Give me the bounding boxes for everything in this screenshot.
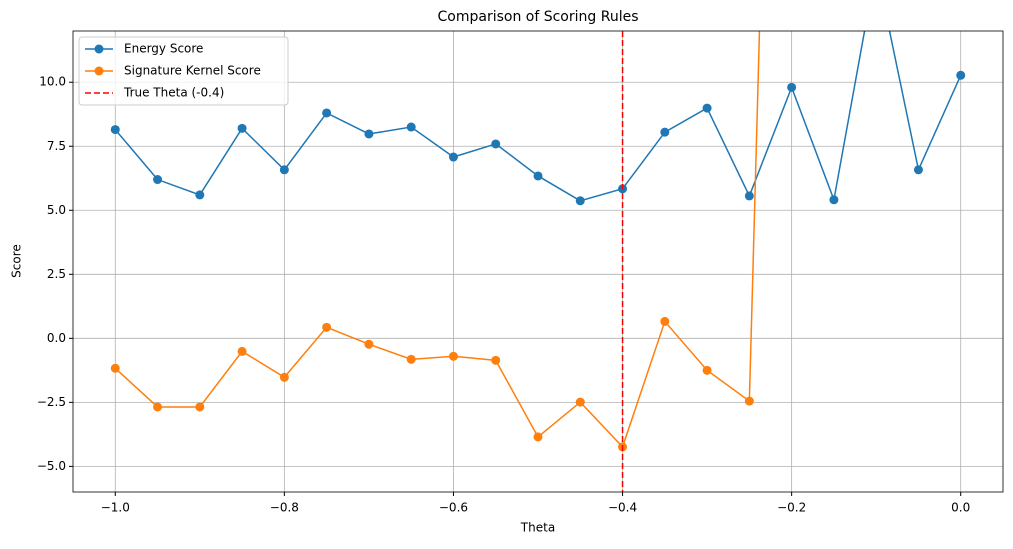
marker — [406, 354, 416, 364]
marker — [575, 196, 585, 206]
legend-marker — [94, 44, 104, 54]
marker — [533, 171, 543, 181]
x-tick-label: 0.0 — [951, 501, 970, 515]
chart-title: Comparison of Scoring Rules — [438, 9, 639, 25]
marker — [533, 432, 543, 442]
grid — [73, 31, 1003, 492]
marker — [913, 165, 923, 175]
marker — [322, 322, 332, 332]
marker — [110, 125, 120, 135]
marker — [702, 103, 712, 113]
legend-label: True Theta (-0.4) — [123, 86, 224, 100]
marker — [322, 108, 332, 118]
y-tick-label: 7.5 — [47, 139, 66, 153]
y-tick-label: 2.5 — [47, 267, 66, 281]
marker — [406, 122, 416, 132]
marker — [153, 402, 163, 412]
marker — [491, 139, 501, 149]
y-axis-label: Score — [10, 244, 24, 278]
marker — [660, 127, 670, 137]
marker — [575, 397, 585, 407]
marker — [787, 82, 797, 92]
marker — [448, 152, 458, 162]
legend: Energy Score Signature Kernel Score True T… — [78, 36, 289, 106]
legend-box — [78, 36, 289, 106]
x-tick-label: −0.2 — [777, 501, 806, 515]
marker — [744, 191, 754, 201]
y-tick-label: 0.0 — [47, 331, 66, 345]
marker — [364, 129, 374, 139]
x-tick-label: −1.0 — [101, 501, 130, 515]
y-tick-label: −5.0 — [37, 459, 66, 473]
marker — [702, 365, 712, 375]
legend-label: Signature Kernel Score — [124, 64, 261, 78]
marker — [237, 346, 247, 356]
marker — [153, 175, 163, 185]
marker — [110, 363, 120, 373]
marker — [491, 355, 501, 365]
legend-label: Energy Score — [124, 42, 203, 56]
x-axis-label: Theta — [520, 521, 555, 535]
marker — [279, 165, 289, 175]
y-tick-label: 5.0 — [47, 203, 66, 217]
legend-marker — [94, 66, 104, 76]
x-tick-label: −0.4 — [608, 501, 637, 515]
y-tick-label: −2.5 — [37, 395, 66, 409]
plot-area — [110, 31, 966, 492]
marker — [660, 316, 670, 326]
marker — [448, 351, 458, 361]
marker — [195, 190, 205, 200]
marker — [237, 123, 247, 133]
ticks: −1.0 −0.8 −0.6 −0.4 −0.2 0.0 −5.0 −2.5 0.0 2.5 5.0… — [37, 75, 970, 515]
y-tick-label: 10.0 — [39, 75, 66, 89]
marker — [829, 195, 839, 205]
axes-frame — [72, 30, 1004, 493]
x-tick-label: −0.8 — [270, 501, 299, 515]
marker — [956, 70, 966, 80]
marker — [279, 372, 289, 382]
x-tick-label: −0.6 — [439, 501, 468, 515]
marker — [195, 402, 205, 412]
marker — [364, 339, 374, 349]
marker — [744, 396, 754, 406]
